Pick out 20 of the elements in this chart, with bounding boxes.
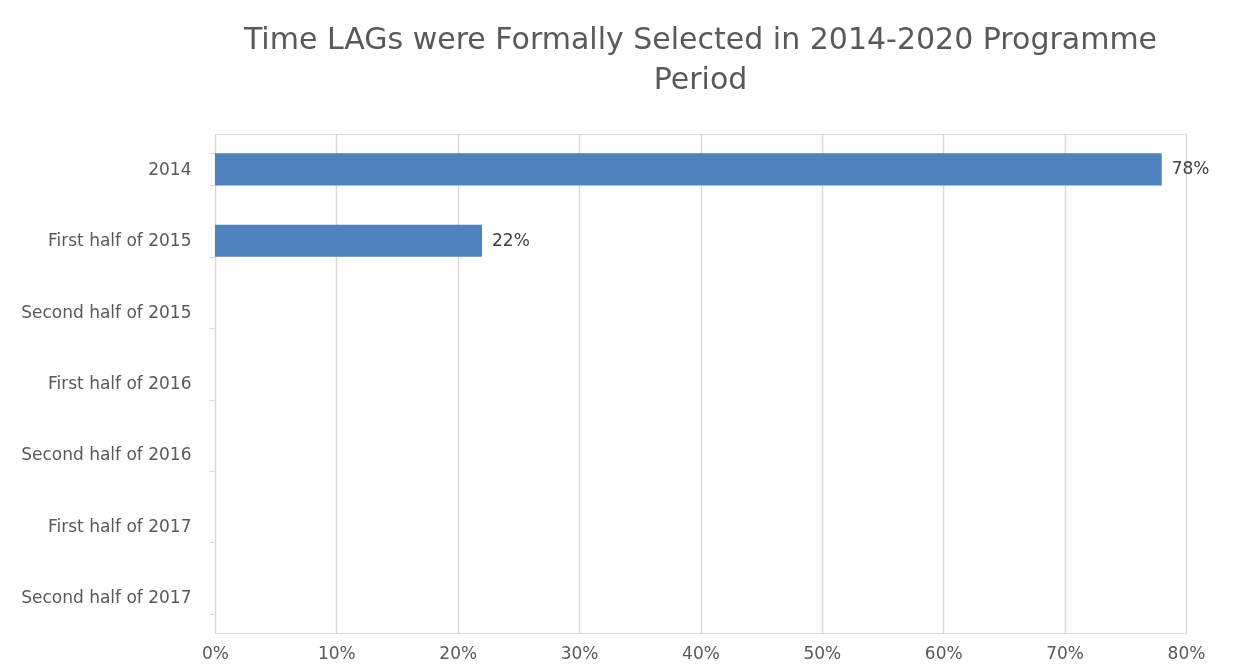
y-tick-label: First half of 2016 (47, 373, 192, 393)
x-tick-label: 80% (1167, 642, 1206, 663)
y-tick-label: Second half of 2017 (21, 587, 192, 608)
y-tick-label: Second half of 2015 (21, 301, 192, 322)
x-tick-label: 30% (560, 642, 599, 663)
y-tick-label: Second half of 2016 (21, 444, 192, 465)
x-tick-label: 50% (803, 642, 842, 663)
y-tick-label: First half of 2017 (47, 515, 192, 536)
data-label: 78% (1171, 158, 1210, 179)
y-tick-label: First half of 2015 (47, 230, 192, 251)
text: Time LAGs were Formally Selected in 2014-2020 Programme (243, 21, 1158, 56)
x-tick-label: 20% (439, 642, 478, 663)
text: Period (653, 61, 748, 96)
x-tick-label: 60% (924, 642, 963, 663)
x-tick-label: 0% (202, 642, 229, 663)
data-label: 22% (492, 229, 530, 250)
y-tick-label: 2014 (148, 158, 192, 179)
x-tick-label: 10% (317, 642, 356, 663)
x-tick-label: 70% (1046, 642, 1085, 663)
x-tick-label: 40% (682, 642, 720, 663)
